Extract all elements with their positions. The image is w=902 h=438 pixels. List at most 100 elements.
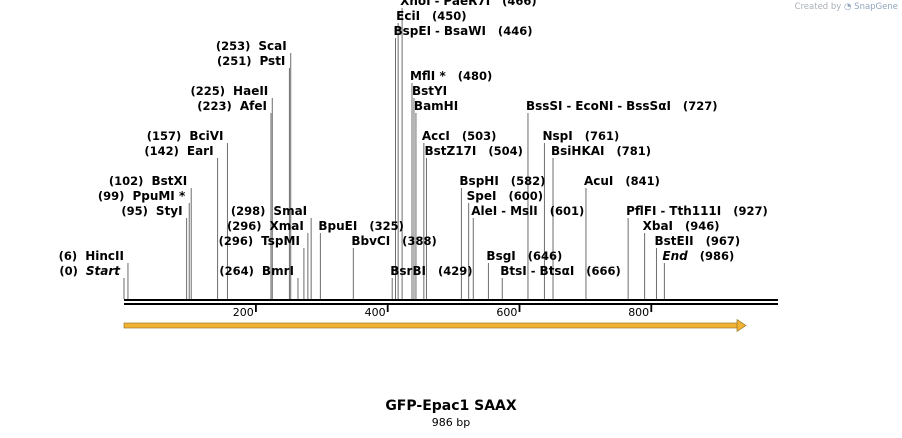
enzyme-name: PaeR7I	[443, 0, 490, 8]
site-label-text: SpeI (600)	[467, 189, 543, 203]
enzyme-name: AcuI	[584, 174, 613, 188]
snapgene-logo-icon: ◔	[844, 2, 852, 12]
enzyme-name: BmrI	[262, 264, 294, 278]
cut-position: (0)	[59, 264, 86, 278]
site-label-text: (142) EarI	[144, 144, 213, 158]
site-label[interactable]: MflI * (480)	[410, 69, 492, 83]
separator: -	[656, 204, 669, 218]
cut-position: (967)	[694, 234, 741, 248]
site-label[interactable]: BsgI (646)	[486, 249, 562, 263]
site-label[interactable]: BsiHKAI (781)	[551, 144, 651, 158]
feature-arrowhead[interactable]	[736, 318, 747, 333]
site-label[interactable]: BstEII (967)	[654, 234, 740, 248]
separator: -	[497, 204, 510, 218]
site-label[interactable]: AccI (503)	[422, 129, 497, 143]
enzyme-name: TspMI	[261, 234, 300, 248]
site-label-text: (6) HincII	[59, 249, 124, 263]
map-title: GFP-Epac1 SAAX	[385, 398, 517, 414]
enzyme-name: XmaI	[270, 219, 304, 233]
site-label-text: BstZ17I (504)	[424, 144, 522, 158]
cut-position: (429)	[426, 264, 473, 278]
cut-position: (480)	[446, 69, 493, 83]
cut-position: (504)	[476, 144, 523, 158]
cut-position: (446)	[486, 24, 533, 38]
enzyme-name: AleI	[471, 204, 497, 218]
site-label-text: (225) HaeII	[191, 84, 269, 98]
enzyme-name: BstZ17I	[424, 144, 476, 158]
site-label-text: BsiHKAI (781)	[551, 144, 651, 158]
site-label[interactable]: PflFI - Tth111I (927)	[626, 204, 768, 218]
snapgene-watermark: Created by ◔ SnapGene	[795, 2, 898, 12]
enzyme-name: MslI	[510, 204, 538, 218]
site-label[interactable]: (251) PstI	[217, 54, 285, 68]
site-label[interactable]: End (986)	[662, 249, 734, 263]
site-label[interactable]: BssSI - EcoNI - BssSαI (727)	[526, 99, 718, 113]
site-label[interactable]: (6) HincII	[59, 249, 124, 263]
site-label[interactable]: (253) ScaI	[216, 39, 287, 53]
site-label[interactable]: (225) HaeII	[191, 84, 269, 98]
enzyme-name: XhoI	[400, 0, 431, 8]
cut-position: (503)	[450, 129, 497, 143]
site-label-text: (95) StyI	[121, 204, 182, 218]
site-label[interactable]: BspEI - BsaWI (446)	[394, 24, 533, 38]
enzyme-name: HincII	[85, 249, 124, 263]
site-label[interactable]: BstZ17I (504)	[424, 144, 522, 158]
cut-position: (142)	[144, 144, 187, 158]
site-label-text: AcuI (841)	[584, 174, 660, 188]
enzyme-name: Start	[86, 264, 121, 278]
site-label[interactable]: (264) BmrI	[219, 264, 294, 278]
site-label[interactable]: EciI (450)	[396, 9, 466, 23]
enzyme-name: PflFI	[626, 204, 656, 218]
feature-bar[interactable]	[123, 322, 739, 329]
site-label[interactable]: XbaI (946)	[643, 219, 720, 233]
cut-position: (225)	[191, 84, 234, 98]
site-label-text: XhoI - PaeR7I (466)	[400, 0, 537, 8]
enzyme-name: BsgI	[486, 249, 515, 263]
site-label[interactable]: AcuI (841)	[584, 174, 660, 188]
site-label-text: (251) PstI	[217, 54, 285, 68]
site-label[interactable]: (296) XmaI	[227, 219, 304, 233]
site-label-text: AccI (503)	[422, 129, 497, 143]
enzyme-name: BamHI	[414, 99, 458, 113]
site-label[interactable]: AleI - MslI (601)	[471, 204, 584, 218]
enzyme-name: AfeI	[240, 99, 267, 113]
enzyme-name: XbaI	[643, 219, 673, 233]
enzyme-name: SpeI	[467, 189, 497, 203]
cut-position: (450)	[420, 9, 467, 23]
enzyme-name: EarI	[187, 144, 214, 158]
cut-position: (102)	[109, 174, 152, 188]
site-label[interactable]: (298) SmaI	[231, 204, 307, 218]
site-label[interactable]: BbvCI (388)	[351, 234, 436, 248]
enzyme-name: BstXI	[151, 174, 187, 188]
site-label[interactable]: (223) AfeI	[197, 99, 267, 113]
site-label[interactable]: SpeI (600)	[467, 189, 543, 203]
enzyme-name: End	[662, 249, 688, 263]
site-label[interactable]: BtsI - BtsαI (666)	[500, 264, 621, 278]
site-label[interactable]: (157) BciVI	[147, 129, 224, 143]
site-label[interactable]: (99) PpuMI *	[98, 189, 186, 203]
site-label[interactable]: (0) Start	[59, 264, 121, 278]
cut-position: (223)	[197, 99, 240, 113]
separator: -	[563, 99, 576, 113]
site-labels: (0) Start(6) HincII (95) StyI(99) PpuMI *…	[59, 0, 768, 278]
cut-position: (781)	[605, 144, 652, 158]
cut-position: (6)	[59, 249, 86, 263]
site-label[interactable]: (95) StyI	[121, 204, 182, 218]
site-label[interactable]: (102) BstXI	[109, 174, 187, 188]
site-label[interactable]: BsrBI (429)	[390, 264, 472, 278]
site-label[interactable]: (142) EarI	[144, 144, 213, 158]
site-label[interactable]: BpuEI (325)	[318, 219, 403, 233]
site-label[interactable]: BspHI (582)	[459, 174, 545, 188]
cut-position: (95)	[121, 204, 156, 218]
site-label[interactable]: (296) TspMI	[219, 234, 300, 248]
site-label-text: BstEII (967)	[654, 234, 740, 248]
enzyme-name: BspEI	[394, 24, 432, 38]
ruler-tick	[255, 305, 257, 312]
site-label-text: AleI - MslI (601)	[471, 204, 584, 218]
site-label[interactable]: BstYI	[412, 84, 447, 98]
site-label[interactable]: XhoI - PaeR7I (466)	[400, 0, 537, 8]
site-label[interactable]: BamHI	[414, 99, 458, 113]
site-label-text: BspHI (582)	[459, 174, 545, 188]
site-label[interactable]: NspI (761)	[542, 129, 619, 143]
cut-position: (841)	[613, 174, 660, 188]
